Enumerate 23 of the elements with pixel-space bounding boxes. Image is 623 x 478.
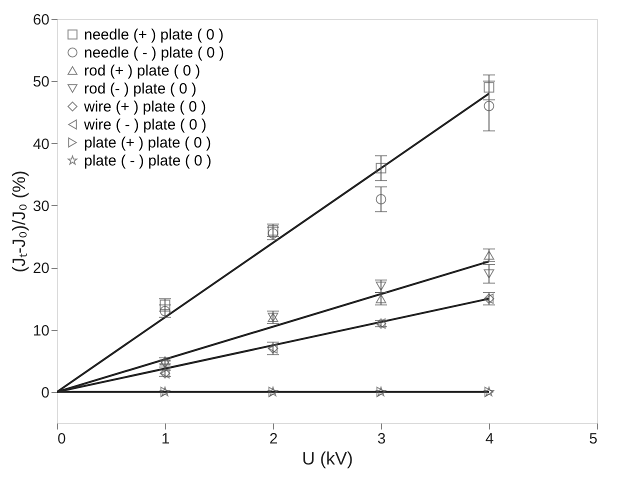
y-tick-label: 20: [32, 260, 50, 278]
legend-label: rod (+ ) plate ( 0 ): [84, 62, 200, 80]
y-tick-label: 40: [32, 136, 50, 153]
legend-label: rod (- ) plate ( 0 ): [84, 80, 197, 98]
y-tick-label: 10: [32, 322, 50, 340]
y-tick-label: 30: [32, 198, 50, 215]
x-tick-label: 2: [269, 430, 278, 448]
legend-label: plate (+ ) plate ( 0 ): [84, 134, 212, 152]
x-tick-label: 0: [58, 430, 66, 448]
legend-label: plate ( - ) plate ( 0 ): [84, 152, 212, 170]
legend-label: needle ( - ) plate ( 0 ): [84, 44, 224, 62]
x-tick-label: 1: [161, 430, 170, 448]
legend-label: needle (+ ) plate ( 0 ): [84, 26, 224, 44]
y-tick-label: 60: [32, 12, 50, 28]
y-tick-label: 0: [41, 384, 50, 402]
legend-label: wire ( - ) plate ( 0 ): [83, 116, 207, 134]
y-tick-label: 50: [32, 74, 50, 91]
x-tick-label: 5: [589, 430, 598, 448]
y-axis-title: (Jₜ-J₀)/J₀ (%): [8, 170, 29, 272]
x-tick-label: 3: [377, 430, 386, 448]
legend-label: wire (+ ) plate ( 0 ): [83, 98, 206, 116]
x-tick-label: 4: [485, 430, 494, 448]
x-axis-title: U (kV): [302, 448, 353, 468]
